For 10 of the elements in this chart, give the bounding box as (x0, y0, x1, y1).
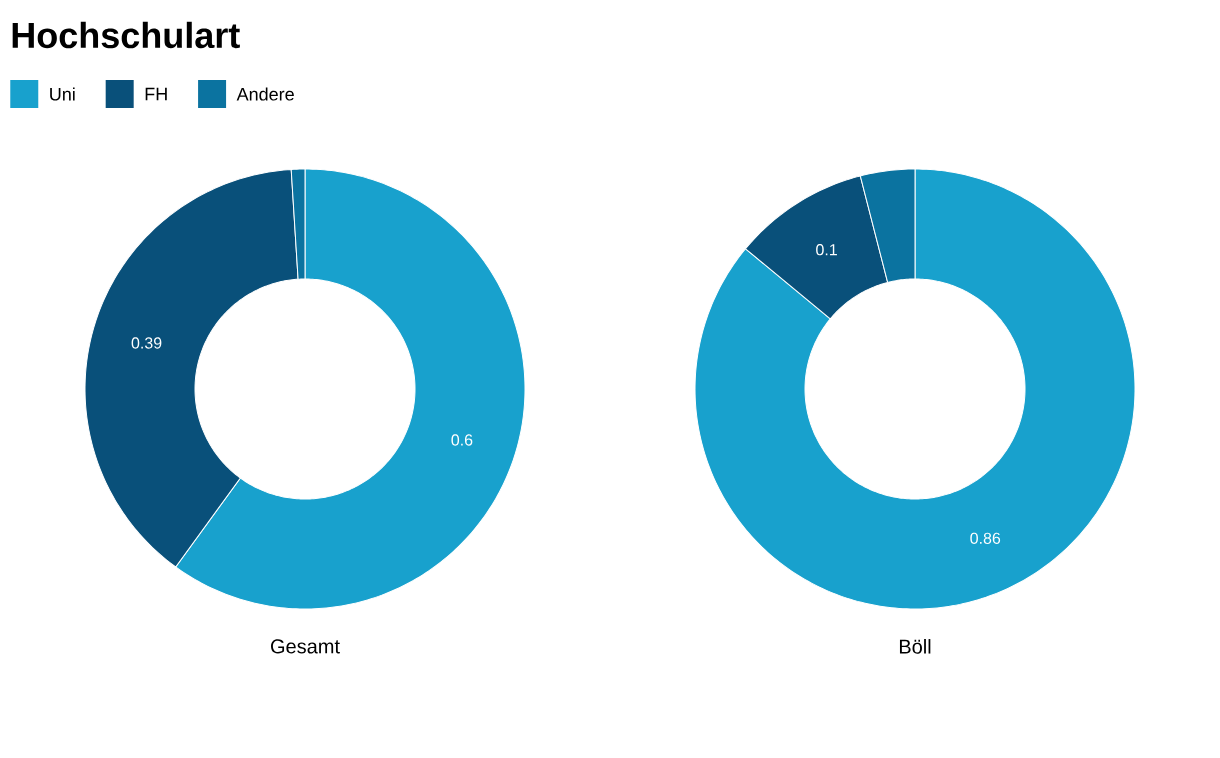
chart-title: Hochschulart (12, 21, 240, 49)
text: Böll (899, 639, 931, 654)
legend-label: Uni (50, 87, 75, 101)
legend-label: FH (145, 87, 167, 101)
data-label: 0.86 (970, 532, 1001, 544)
data-label: 0.39 (131, 337, 162, 349)
text: Gesamt (271, 639, 340, 654)
data-label: 0.1 (816, 244, 837, 256)
legend-label: Andere (236, 87, 294, 101)
data-label: 0.6 (451, 434, 473, 446)
